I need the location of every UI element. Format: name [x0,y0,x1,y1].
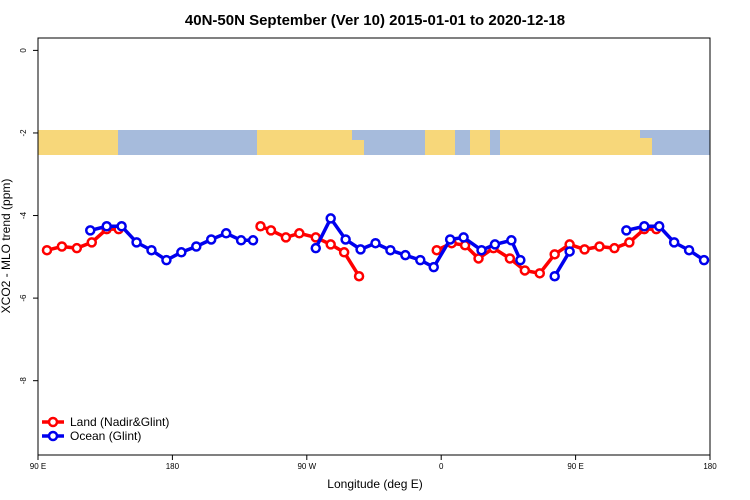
data-point [220,228,232,239]
data-point [415,254,426,266]
data-point [280,232,292,243]
data-point [265,225,277,236]
map-strip [38,130,710,155]
land-patch [640,138,652,155]
data-point [340,234,351,245]
data-point [294,228,305,239]
data-point [549,249,560,260]
data-point [621,225,632,236]
land-patch [500,130,640,155]
data-point [56,241,68,252]
data-point [191,241,202,252]
data-point [444,234,456,245]
data-point [370,237,381,249]
chart-title: 40N-50N September (Ver 10) 2015-01-01 to… [185,12,565,29]
data-point [519,265,531,276]
data-point [515,254,526,266]
data-point [325,239,336,250]
data-point [549,270,560,282]
x-tick-label: 90 E [30,462,46,471]
y-tick-label: 0 [19,48,28,53]
y-tick-label: -4 [19,211,28,219]
data-point [639,221,650,232]
data-point [355,244,366,255]
legend: Land (Nadir&Glint)Ocean (Glint) [42,415,169,443]
data-point [101,221,112,232]
data-point [579,244,590,255]
data-point [247,235,259,246]
data-point [431,244,442,256]
plot-frame [37,37,711,456]
data-point [668,237,680,248]
data-point [86,237,98,248]
data-point [310,242,322,254]
legend-marker [47,430,59,442]
land-patch [352,140,364,155]
data-point [85,225,96,236]
data-point [653,221,665,232]
data-point [176,247,187,258]
data-point [609,242,620,254]
land-patch [425,130,455,155]
x-tick-label: 180 [703,462,717,471]
data-point [71,242,83,254]
data-point [683,244,695,256]
data-point [489,239,501,250]
y-axis-label: XCO2 - MLO trend (ppm) [0,179,13,314]
data-point [353,270,365,282]
data-point [338,247,350,258]
series-line [435,227,657,276]
legend-label: Land (Nadir&Glint) [70,415,169,429]
x-tick-label: 90 E [567,462,583,471]
data-point [506,235,517,246]
data-point [235,235,247,246]
data-point [325,213,336,224]
y-tick-label: -6 [19,294,28,302]
series-line [625,224,705,262]
data-point [594,241,605,252]
data-point [41,244,53,256]
y-tick-label: -2 [19,129,28,137]
land-patch [470,130,490,155]
data-point [458,232,469,243]
legend-label: Ocean (Glint) [70,429,141,443]
data-point [146,244,157,256]
data-point [428,261,439,273]
land-patch [257,130,352,155]
x-tick-label: 90 W [297,462,316,471]
x-tick-label: 180 [166,462,180,471]
data-point [385,244,396,256]
data-point [698,254,710,266]
data-point [205,234,217,245]
data-point [504,253,516,264]
data-point [473,253,484,264]
data-point [476,244,487,256]
data-point [255,221,266,232]
legend-marker [47,416,59,428]
data-point [116,221,127,232]
data-point [400,249,411,261]
data-point [534,268,546,279]
x-axis-label: Longitude (deg E) [327,477,422,491]
data-point [624,237,635,248]
data-point [131,237,142,248]
data-point [161,254,172,266]
land-patch [38,130,118,155]
x-tick-label: 0 [439,462,444,471]
data-point [564,246,575,257]
y-tick-label: -8 [19,377,28,385]
